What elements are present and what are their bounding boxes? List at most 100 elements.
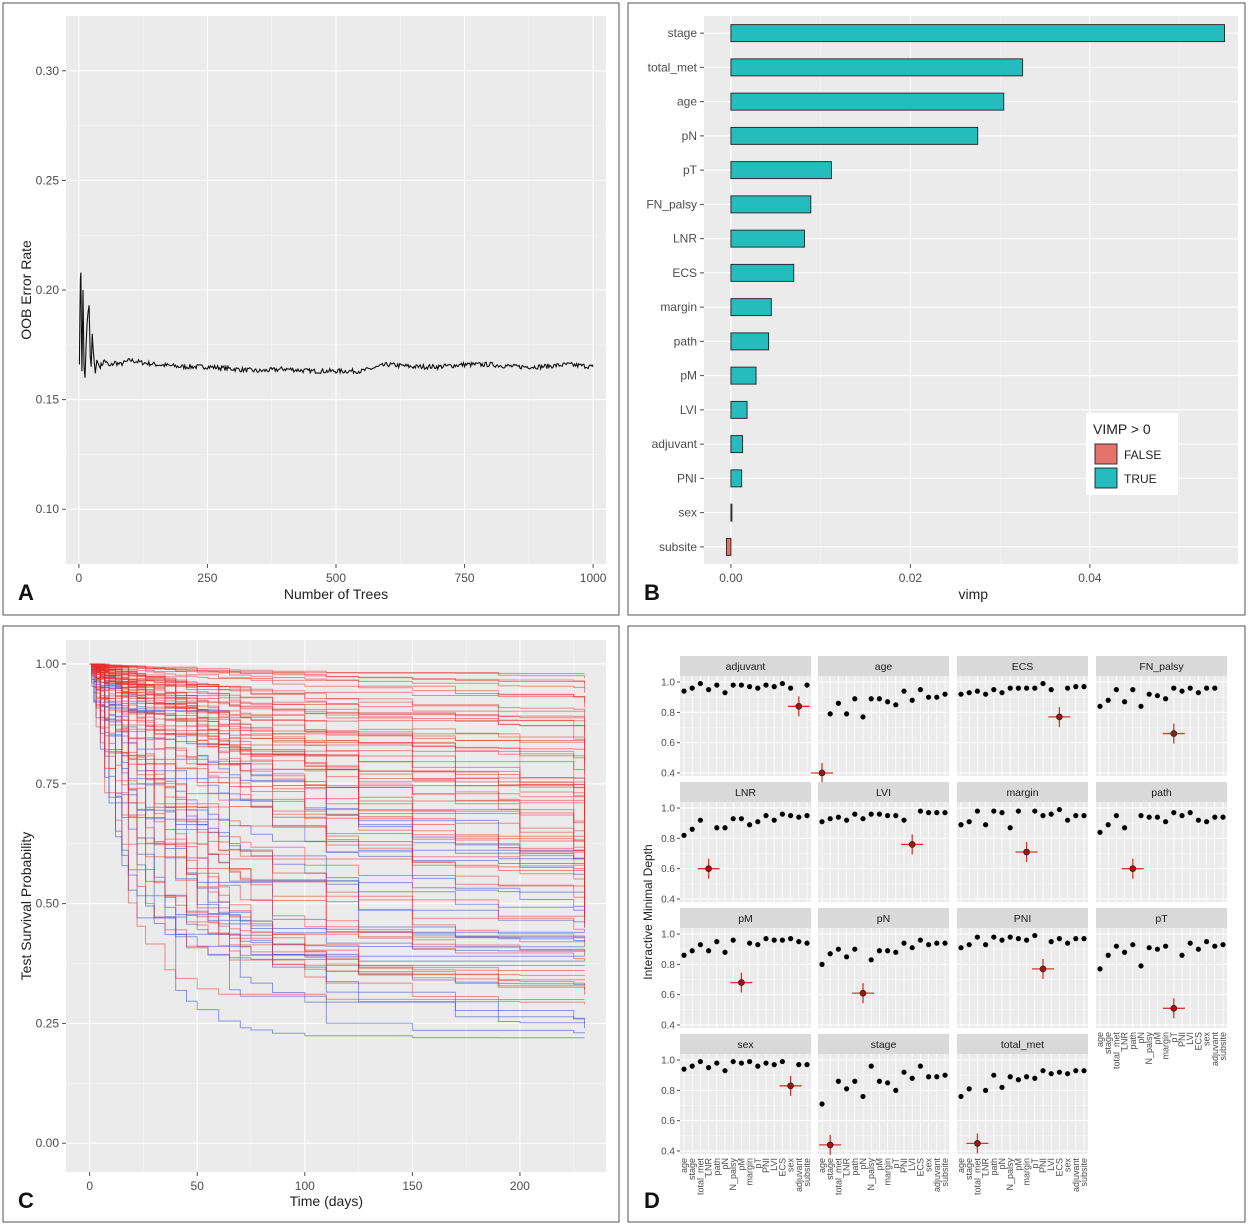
depth-point xyxy=(1007,1074,1013,1080)
x-tick-label: pN xyxy=(997,1158,1007,1170)
facet-background xyxy=(957,1054,1088,1154)
depth-point xyxy=(697,942,704,948)
y-tick-label: total_met xyxy=(648,60,698,74)
depth-point xyxy=(844,954,850,960)
depth-point xyxy=(827,951,833,957)
y-tick-label: 0.15 xyxy=(36,393,60,407)
y-tick-label: 1.0 xyxy=(661,1056,675,1067)
depth-point xyxy=(697,1058,704,1065)
x-tick-label: LVI xyxy=(1046,1158,1056,1171)
facet-strip xyxy=(1096,656,1227,676)
depth-point xyxy=(852,1078,858,1084)
depth-point xyxy=(1032,685,1038,691)
facet-title: path xyxy=(1151,787,1172,799)
depth-point xyxy=(779,680,786,687)
facet-strip xyxy=(818,782,949,802)
y-tick-label: 0.4 xyxy=(661,1146,675,1157)
facet-title: LNR xyxy=(735,787,756,799)
depth-point xyxy=(983,942,989,948)
depth-point xyxy=(966,690,972,696)
y-tick-label: 1.0 xyxy=(661,678,675,689)
depth-point xyxy=(771,937,777,943)
depth-point xyxy=(974,688,981,694)
y-tick-label: 1.00 xyxy=(36,657,60,671)
facet-background xyxy=(818,1054,949,1154)
depth-point xyxy=(885,1080,891,1086)
depth-point xyxy=(852,696,858,702)
facet-strip xyxy=(957,908,1088,928)
depth-point xyxy=(1007,685,1013,691)
x-tick-label: path xyxy=(1128,1032,1138,1050)
x-tick-label: 0.04 xyxy=(1078,571,1102,585)
x-tick-label: margin xyxy=(1022,1158,1032,1186)
depth-point xyxy=(1048,939,1054,945)
depth-point xyxy=(1040,1068,1046,1074)
x-tick-label: 50 xyxy=(191,1179,205,1193)
depth-point xyxy=(722,1068,728,1074)
facet-strip xyxy=(680,656,811,676)
x-tick-label: age xyxy=(956,1158,966,1173)
mean-point xyxy=(826,1141,834,1149)
mean-point xyxy=(859,989,867,997)
depth-point xyxy=(1195,946,1201,952)
x-tick-label: N_palsy xyxy=(728,1158,738,1191)
x-tick-label: 0 xyxy=(86,1179,93,1193)
x-tick-label: sex xyxy=(786,1158,796,1173)
depth-point xyxy=(747,822,753,828)
facet-strip xyxy=(957,782,1088,802)
x-tick-label: age xyxy=(817,1158,827,1173)
x-tick-label: total_met xyxy=(972,1158,982,1196)
depth-point xyxy=(1195,817,1201,823)
x-tick-label: ECS xyxy=(1054,1158,1064,1177)
x-tick-label: 0.00 xyxy=(719,571,743,585)
depth-point xyxy=(1056,936,1062,942)
depth-point xyxy=(1113,943,1119,949)
mean-point xyxy=(1170,730,1178,737)
depth-point xyxy=(1056,1069,1062,1075)
depth-point xyxy=(966,942,972,948)
mean-point xyxy=(1023,848,1030,856)
depth-point xyxy=(1146,945,1152,951)
depth-point xyxy=(876,1078,883,1084)
depth-point xyxy=(958,945,964,951)
x-tick-label: sex xyxy=(1202,1032,1212,1047)
y-tick-label: 0.10 xyxy=(36,502,60,516)
x-tick-label: stage xyxy=(964,1158,974,1180)
depth-point xyxy=(1024,1074,1030,1080)
depth-point xyxy=(1007,934,1013,940)
mean-point xyxy=(1170,1005,1178,1012)
depth-point xyxy=(804,1062,810,1068)
depth-point xyxy=(999,690,1005,696)
depth-point xyxy=(934,940,940,946)
depth-point xyxy=(876,696,883,702)
y-tick-label: stage xyxy=(668,26,698,40)
depth-point xyxy=(835,814,842,820)
depth-point xyxy=(999,937,1005,943)
depth-point xyxy=(1097,966,1103,972)
x-tick-label: ECS xyxy=(915,1158,925,1177)
x-tick-label: adjuvant xyxy=(794,1158,804,1193)
depth-point xyxy=(917,687,924,693)
vimp-bar xyxy=(730,298,772,317)
facet-background xyxy=(818,676,949,776)
depth-point xyxy=(788,685,794,691)
vimp-bar xyxy=(730,92,1005,111)
depth-point xyxy=(966,819,972,825)
x-tick-label: LNR xyxy=(842,1158,852,1177)
y-tick-label: 0.8 xyxy=(661,960,675,971)
facet-strip xyxy=(957,1034,1088,1054)
y-tick-label: 0.8 xyxy=(661,834,675,845)
depth-point xyxy=(1187,940,1193,946)
panel-letter: C xyxy=(18,1188,34,1213)
x-tick-label: LVI xyxy=(907,1158,917,1171)
mean-point xyxy=(705,865,712,872)
depth-point xyxy=(779,811,786,817)
panel-c: C 0 50 100 150 200 0.00 0.25 0.50 0.75 1.00 Time (d… xyxy=(2,625,620,1223)
depth-point xyxy=(1204,685,1210,691)
mean-point xyxy=(795,703,803,710)
facet-title: pN xyxy=(877,913,890,925)
depth-point xyxy=(1187,685,1193,691)
depth-point xyxy=(958,822,964,828)
y-tick-label: LVI xyxy=(680,403,697,417)
mean-point xyxy=(1039,965,1047,973)
